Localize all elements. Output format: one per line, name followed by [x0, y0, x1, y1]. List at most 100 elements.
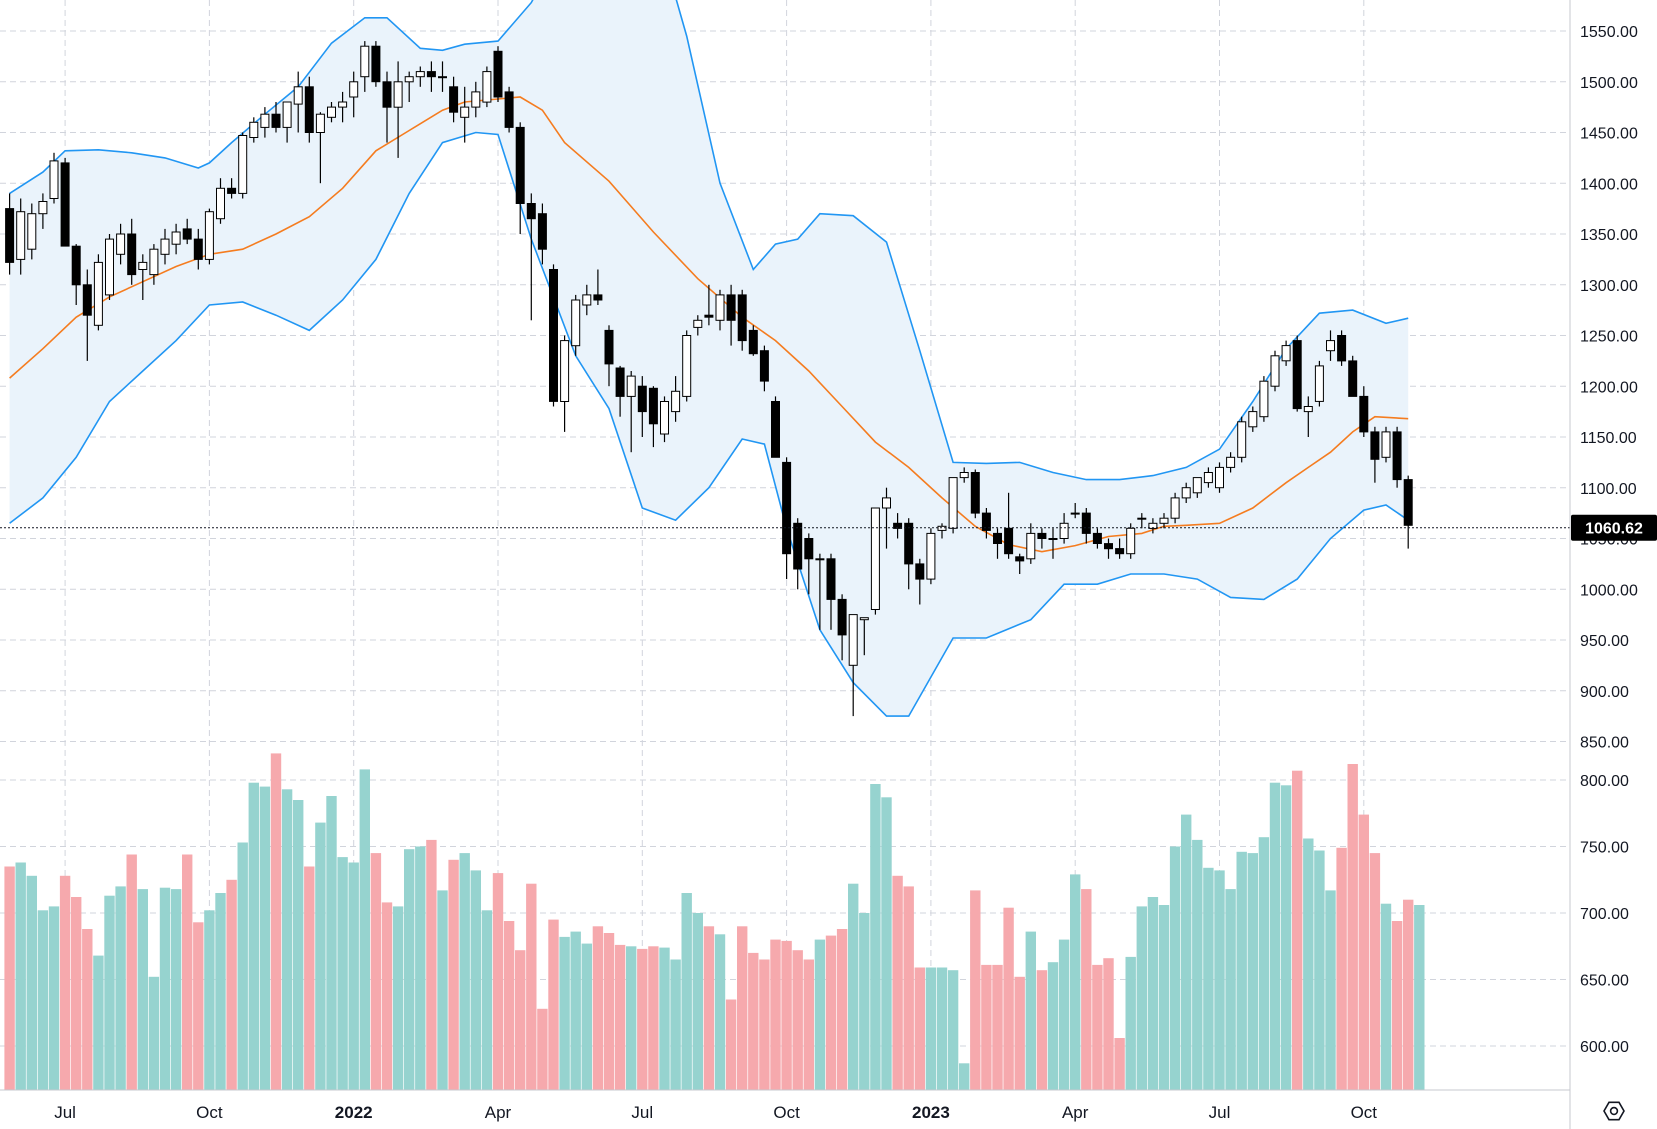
volume-bar: [426, 839, 437, 1090]
candle: [105, 234, 114, 300]
candle-body: [882, 497, 891, 509]
candle: [93, 254, 103, 331]
volume-bar: [870, 784, 881, 1090]
candle: [859, 617, 869, 656]
candle-body: [1126, 527, 1136, 555]
candle: [870, 507, 880, 615]
candle: [1403, 475, 1413, 549]
candle: [759, 345, 769, 392]
candle-body: [515, 126, 525, 204]
candle-body: [1392, 431, 1402, 481]
candle: [1181, 482, 1191, 503]
candle-body: [260, 113, 270, 128]
bollinger-band-fill: [9, 0, 1409, 717]
volume-bar: [392, 906, 404, 1090]
volume-axis[interactable]: 800.00 750.00 700.00 650.00 600.00: [1580, 773, 1629, 1056]
volume-tick-label: 800.00: [1580, 773, 1629, 790]
candle: [1192, 477, 1202, 498]
price-axis-background[interactable]: [1570, 0, 1657, 1090]
volume-bar: [892, 875, 903, 1090]
time-axis[interactable]: Jul Oct 2022 Apr Jul Oct 2023 Apr Jul Oct: [54, 1103, 1377, 1122]
candle-body: [759, 350, 769, 382]
last-price-label: 1060.62: [1585, 521, 1643, 538]
volume-bar: [71, 897, 82, 1090]
settings-icon[interactable]: [1603, 1101, 1625, 1121]
candle-body: [993, 532, 1002, 545]
candle: [415, 66, 425, 87]
candle: [693, 315, 703, 336]
volume-bar: [248, 782, 259, 1090]
candle-body: [1403, 479, 1413, 526]
time-tick-label: 2022: [335, 1103, 373, 1122]
candle-body: [1303, 406, 1313, 413]
candle: [1115, 538, 1125, 559]
candle-body: [1248, 411, 1258, 428]
candle-body: [593, 294, 603, 301]
volume-bar: [1214, 870, 1225, 1090]
volume-bar: [781, 940, 792, 1090]
candle-body: [493, 50, 503, 98]
candle: [338, 91, 348, 123]
volume-bar: [1081, 889, 1092, 1090]
candle: [327, 102, 336, 123]
candle-body: [1092, 532, 1102, 545]
candle-body: [371, 45, 381, 83]
candle-body: [1004, 527, 1014, 555]
volume-bar: [215, 893, 226, 1090]
volume-bar: [548, 919, 559, 1090]
candle: [560, 335, 570, 432]
candle-body: [915, 563, 925, 580]
candle-body: [238, 135, 248, 194]
volume-bar: [992, 964, 1003, 1090]
candle: [304, 76, 314, 143]
volume-bar: [1336, 847, 1347, 1090]
candle-body: [682, 335, 692, 397]
volume-tick-label: 750.00: [1580, 840, 1629, 857]
volume-bar: [526, 883, 537, 1090]
candle: [371, 41, 381, 87]
candle: [471, 81, 481, 118]
last-price-tag: 1060.62: [1571, 514, 1657, 541]
candle-body: [715, 294, 725, 321]
volume-bar: [15, 862, 26, 1090]
volume-bar: [1047, 962, 1059, 1090]
candle: [1215, 462, 1224, 493]
candle-body: [537, 213, 547, 250]
candle-body: [726, 294, 736, 321]
volume-bar: [348, 862, 359, 1090]
volume-bar: [925, 967, 937, 1090]
candle: [1048, 528, 1058, 559]
candle: [1303, 396, 1313, 437]
volume-bar: [648, 946, 659, 1091]
price-tick-label: 1100.00: [1580, 481, 1637, 498]
candle: [160, 228, 170, 265]
candle-body: [526, 203, 536, 220]
candle-body: [338, 101, 348, 108]
candle-body: [549, 269, 558, 402]
candle: [382, 71, 392, 143]
candle-body: [815, 558, 825, 561]
candle: [271, 102, 281, 133]
candle: [1237, 416, 1247, 463]
volume-bar: [4, 866, 15, 1090]
price-tick-label: 1500.00: [1580, 75, 1638, 92]
volume-bar: [1247, 853, 1258, 1090]
price-axis[interactable]: 1550.00 1500.00 1450.00 1400.00 1350.00 1300.…: [1580, 24, 1638, 752]
volume-bar: [959, 1063, 970, 1090]
volume-bar: [1314, 850, 1325, 1090]
candle: [504, 86, 514, 133]
volume-bar: [825, 935, 837, 1090]
volume-bar: [93, 955, 104, 1090]
candle: [1037, 528, 1047, 549]
candle: [71, 244, 81, 305]
candle-body: [426, 71, 436, 78]
lower-band-line: [9, 131, 1409, 717]
candle: [293, 71, 303, 133]
volume-bar: [204, 910, 215, 1090]
candle-body: [249, 121, 259, 139]
volume-bar: [592, 926, 604, 1090]
candle: [171, 223, 181, 255]
candle-body: [482, 71, 492, 103]
volume-bar: [515, 950, 526, 1090]
